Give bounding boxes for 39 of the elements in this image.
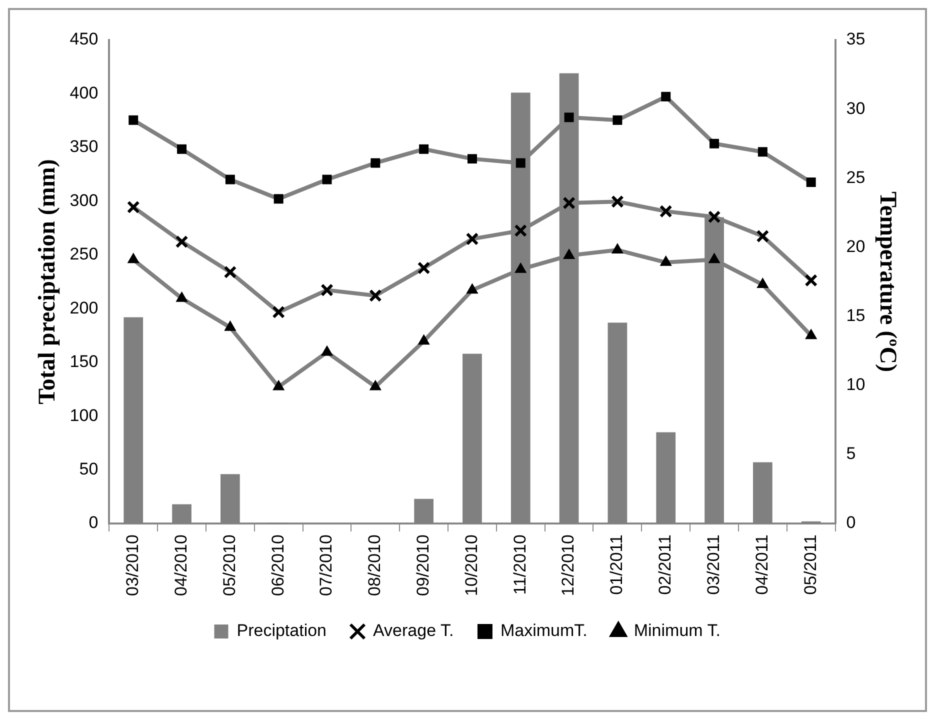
y2-tick-label: 0	[846, 513, 856, 532]
y2-axis-title: Temperature (ºC)	[874, 191, 900, 372]
x-tick-label: 07/2010	[316, 534, 336, 596]
x-tick-label: 08/2010	[365, 534, 384, 596]
x-tick-label: 04/2011	[752, 534, 772, 595]
y-tick-label: 300	[70, 190, 98, 210]
x-tick-label: 11/2010	[510, 534, 530, 595]
y-axis-title: Total preciptation (mm)	[34, 159, 61, 404]
x-tick-label: 05/2010	[220, 534, 239, 596]
x-tick-label: 02/2011	[656, 534, 675, 595]
y-tick-label: 150	[70, 352, 98, 372]
x-tick-label: 09/2010	[414, 534, 433, 596]
y2-tick-label: 5	[846, 444, 856, 464]
y-tick-label: 0	[88, 513, 98, 532]
y-tick-label: 50	[79, 460, 98, 479]
y2-tick-label: 35	[846, 30, 866, 49]
y2-tick-label: 25	[846, 168, 866, 187]
x-tick-label: 03/2011	[704, 534, 723, 595]
y2-tick-label: 30	[846, 98, 866, 118]
legend-label: Minimum T.	[634, 621, 720, 640]
y-tick-label: 250	[70, 244, 98, 264]
x-tick-label: 06/2010	[268, 534, 288, 596]
y2-tick-label: 15	[846, 306, 866, 325]
y-tick-label: 200	[70, 298, 98, 318]
x-tick-label: 10/2010	[462, 534, 481, 596]
legend-label: Average T.	[373, 621, 454, 640]
x-tick-label: 03/2010	[123, 534, 142, 596]
x-tick-label: 05/2011	[800, 534, 820, 595]
y-tick-label: 400	[70, 83, 98, 102]
x-tick-label: 12/2010	[558, 534, 578, 596]
y2-tick-label: 20	[846, 236, 866, 256]
y-tick-label: 100	[70, 406, 98, 425]
x-tick-label: 04/2010	[171, 534, 190, 596]
y2-tick-label: 10	[846, 375, 866, 394]
legend-label: MaximumT.	[500, 621, 588, 640]
x-tick-label: 01/2011	[607, 534, 626, 595]
y-tick-label: 450	[70, 30, 98, 49]
legend-label: Preciptation	[236, 621, 327, 640]
y-tick-label: 350	[70, 137, 98, 156]
